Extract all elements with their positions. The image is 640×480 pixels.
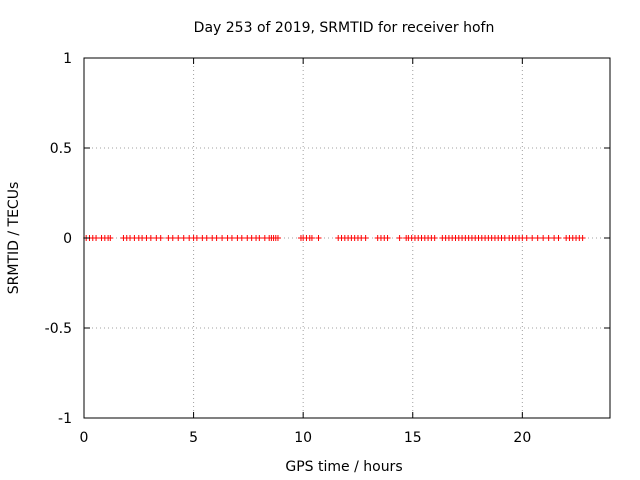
data-point bbox=[396, 235, 403, 241]
x-tick-label: 15 bbox=[404, 430, 422, 446]
chart-title: Day 253 of 2019, SRMTID for receiver hof… bbox=[194, 20, 495, 36]
x-tick-label: 5 bbox=[189, 430, 198, 446]
data-point bbox=[362, 235, 369, 241]
y-tick-label: -0.5 bbox=[45, 321, 72, 337]
data-point bbox=[169, 235, 176, 241]
data-point bbox=[193, 235, 200, 241]
y-tick-label: -1 bbox=[58, 411, 72, 427]
y-tick-label: 0 bbox=[63, 231, 72, 247]
data-point bbox=[534, 235, 541, 241]
data-point bbox=[523, 235, 530, 241]
data-point bbox=[431, 235, 438, 241]
data-point bbox=[180, 235, 187, 241]
data-point bbox=[219, 235, 226, 241]
y-tick-label: 0.5 bbox=[50, 141, 72, 157]
data-point bbox=[147, 235, 154, 241]
data-point bbox=[274, 235, 281, 241]
x-tick-label: 20 bbox=[513, 430, 531, 446]
tick-labels-layer: 0 5 10 15 20 -1 -0.5 0 0.5 1 bbox=[45, 51, 532, 446]
data-point bbox=[315, 235, 322, 241]
data-point bbox=[175, 235, 182, 241]
data-point bbox=[157, 235, 164, 241]
data-point bbox=[308, 235, 315, 241]
data-point bbox=[579, 235, 586, 241]
data-point bbox=[203, 235, 210, 241]
data-point bbox=[545, 235, 552, 241]
y-axis-label: SRMTID / TECUs bbox=[6, 182, 22, 295]
points-layer bbox=[83, 235, 586, 241]
x-tick-label: 0 bbox=[80, 430, 89, 446]
x-axis-label: GPS time / hours bbox=[285, 459, 402, 475]
data-point bbox=[384, 235, 391, 241]
data-point bbox=[529, 235, 536, 241]
data-point bbox=[238, 235, 245, 241]
ticks-layer bbox=[83, 57, 610, 419]
data-point bbox=[93, 235, 100, 241]
data-point bbox=[228, 235, 235, 241]
data-point bbox=[555, 235, 562, 241]
data-point bbox=[107, 235, 114, 241]
data-point bbox=[256, 235, 263, 241]
y-tick-label: 1 bbox=[63, 51, 72, 67]
data-point bbox=[213, 235, 220, 241]
data-point bbox=[540, 235, 547, 241]
x-tick-label: 10 bbox=[294, 430, 312, 446]
